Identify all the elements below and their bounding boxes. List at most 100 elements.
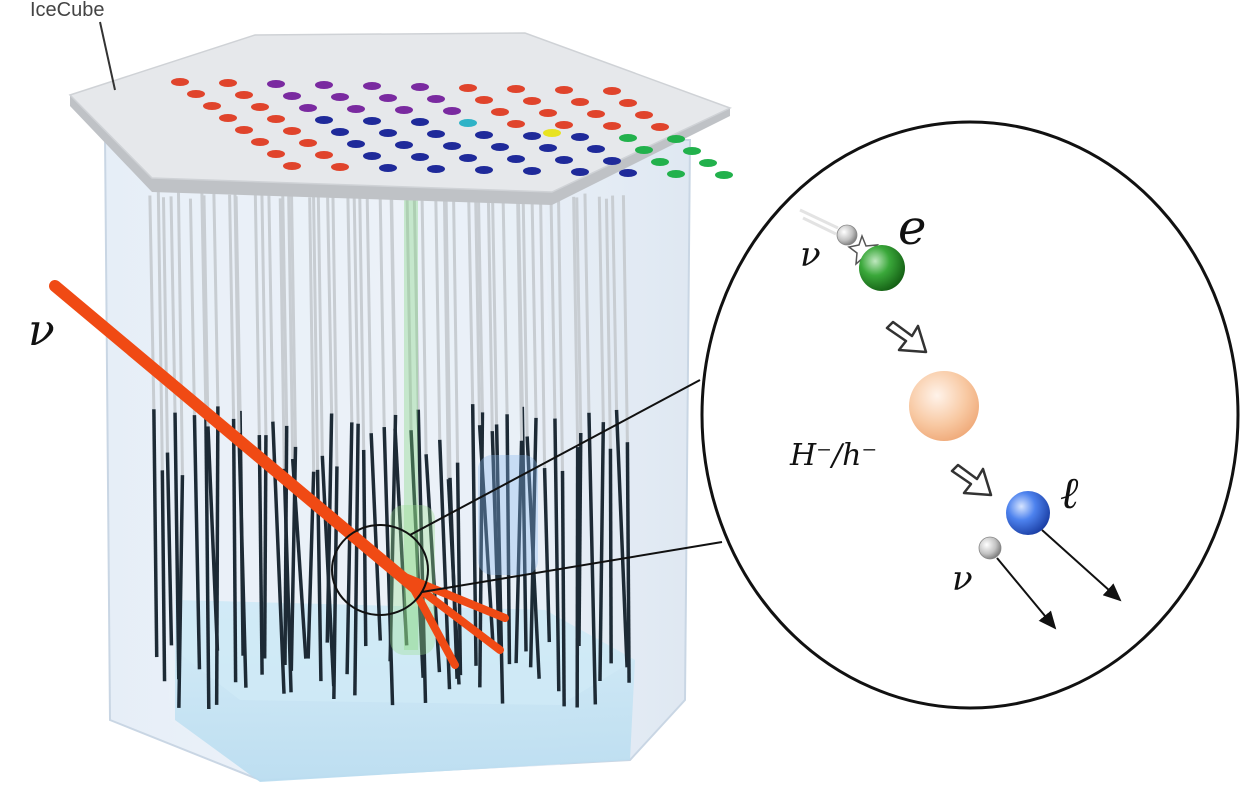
lepton-label: ℓ (1060, 468, 1079, 519)
string-lower (560, 470, 566, 707)
charged-higgs-label: H⁻/h⁻ (789, 438, 877, 473)
surface-dom (331, 128, 349, 136)
surface-dom (539, 109, 557, 117)
string-lower (325, 413, 334, 643)
surface-dom (315, 151, 333, 159)
surface-dom (219, 114, 237, 122)
surface-dom (603, 87, 621, 95)
detector: IceCube (30, 0, 733, 782)
surface-dom (475, 166, 493, 174)
string-upper (156, 191, 164, 471)
incoming-track (49, 280, 426, 598)
neutrino-direction-arrow (996, 557, 1057, 630)
string-upper (604, 198, 612, 449)
string-upper (521, 196, 529, 437)
process-arrow-1 (885, 320, 928, 354)
string-lower (470, 404, 478, 666)
string-lower (204, 413, 211, 710)
string-lower (369, 433, 383, 641)
neutrino-track (49, 280, 509, 669)
surface-dom (555, 86, 573, 94)
incoming-neutrino-ball (836, 224, 858, 246)
surface-dom-grid (171, 78, 733, 179)
event-glow-blue (478, 455, 538, 575)
string-upper (575, 197, 583, 433)
string-lower (283, 425, 289, 666)
surface-dom (411, 83, 429, 91)
string-lower (262, 435, 268, 659)
incoming-neutrino-trail (799, 208, 839, 236)
surface-dom (427, 130, 445, 138)
string-lower (177, 475, 185, 708)
process-arrow-2 (950, 463, 993, 497)
string-lower (455, 462, 463, 676)
string-upper (420, 198, 428, 455)
surface-dom (267, 80, 285, 88)
electron-label: e (898, 200, 926, 256)
string-upper (331, 195, 339, 467)
string-lower (173, 412, 181, 680)
string-upper (281, 191, 289, 426)
surface-dom (315, 81, 333, 89)
shower-branch-1 (396, 571, 509, 622)
surface-dom (587, 145, 605, 153)
surface-dom (427, 95, 445, 103)
string-upper (161, 197, 169, 453)
string-lower (608, 448, 613, 664)
icecube-label-leader (99, 21, 116, 91)
string-upper (476, 196, 484, 413)
surface-dom (667, 170, 685, 178)
string-upper (287, 196, 295, 460)
surface-dom (491, 143, 509, 151)
string-upper (352, 192, 360, 424)
string-upper (188, 198, 196, 416)
string-lower (514, 440, 524, 664)
surface-dom (523, 132, 541, 140)
string-upper (308, 197, 316, 472)
string-lower (494, 424, 505, 704)
string-lower (237, 432, 248, 688)
detector-strings (148, 190, 631, 710)
surface-dom (203, 102, 221, 110)
outgoing-neutrino-label: ν (952, 559, 973, 599)
string-upper (278, 198, 286, 469)
charged-higgs-ball (909, 371, 979, 441)
string-upper (176, 191, 184, 476)
string-upper (365, 194, 373, 434)
string-upper (346, 191, 354, 423)
surface-dom (459, 119, 477, 127)
zoom-region (331, 524, 429, 616)
string-upper (597, 196, 605, 423)
surface-dom (543, 129, 561, 137)
string-upper (312, 194, 320, 470)
surface-dom (347, 105, 365, 113)
string-lower (231, 418, 238, 683)
surface-dom (507, 85, 525, 93)
string-lower (353, 423, 360, 696)
surface-dom (523, 167, 541, 175)
string-lower (192, 415, 202, 670)
surface-dom (635, 111, 653, 119)
zoom-connector-bottom (421, 541, 723, 593)
surface-dom (443, 142, 461, 150)
surface-dom (555, 156, 573, 164)
icecube-label: IceCube (30, 0, 105, 21)
string-upper (572, 196, 580, 448)
string-upper (316, 196, 324, 456)
string-lower (152, 409, 159, 658)
surface-dom (379, 164, 397, 172)
surface-dom (219, 79, 237, 87)
surface-dom (235, 91, 253, 99)
surface-dom (459, 84, 477, 92)
surface-dom (283, 162, 301, 170)
surface-dom (331, 163, 349, 171)
string-upper (202, 195, 210, 427)
string-lower (598, 422, 606, 682)
string-upper (442, 195, 450, 480)
surface-dom (427, 165, 445, 173)
string-upper (405, 194, 413, 431)
surface-dom (475, 96, 493, 104)
surface-dom (715, 171, 733, 179)
string-lower (542, 468, 552, 643)
string-upper (444, 191, 452, 478)
